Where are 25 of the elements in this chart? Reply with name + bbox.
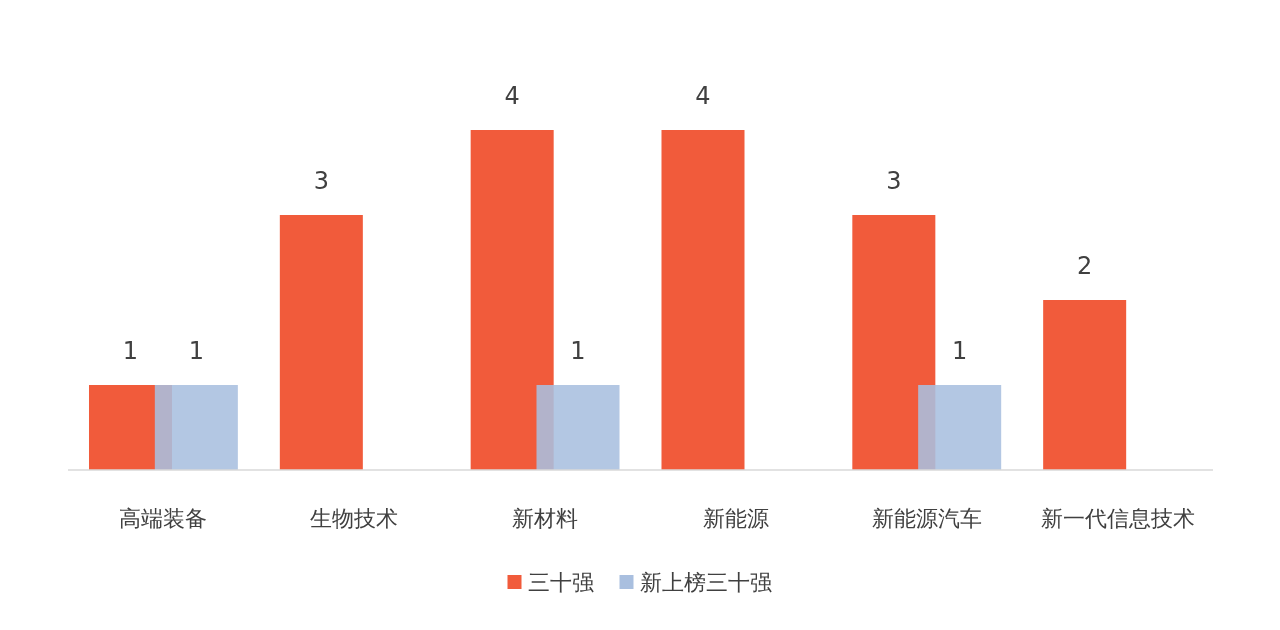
bar (852, 215, 936, 470)
bar (661, 130, 745, 470)
bar (279, 215, 363, 470)
bar (1043, 300, 1127, 470)
bar (536, 385, 620, 470)
data-label: 4 (695, 82, 711, 110)
x-tick-label: 新能源汽车 (871, 506, 982, 531)
x-tick-label: 新一代信息技术 (1040, 506, 1195, 531)
data-label: 3 (313, 167, 329, 195)
x-tick-label: 新能源 (702, 506, 769, 531)
legend-label: 新上榜三十强 (639, 570, 772, 595)
data-label: 3 (886, 167, 902, 195)
bar (470, 130, 554, 470)
data-label: 1 (122, 337, 139, 365)
bar (918, 385, 1002, 470)
bar (154, 385, 238, 470)
data-label: 2 (1077, 252, 1093, 280)
data-label: 1 (570, 337, 586, 365)
data-label: 1 (952, 337, 968, 365)
legend-label: 三十强 (527, 570, 594, 595)
data-label: 1 (188, 337, 204, 365)
data-label: 4 (504, 82, 520, 110)
x-tick-label: 高端装备 (119, 506, 208, 531)
x-tick-label: 生物技术 (310, 506, 399, 531)
x-tick-label: 新材料 (512, 506, 579, 531)
